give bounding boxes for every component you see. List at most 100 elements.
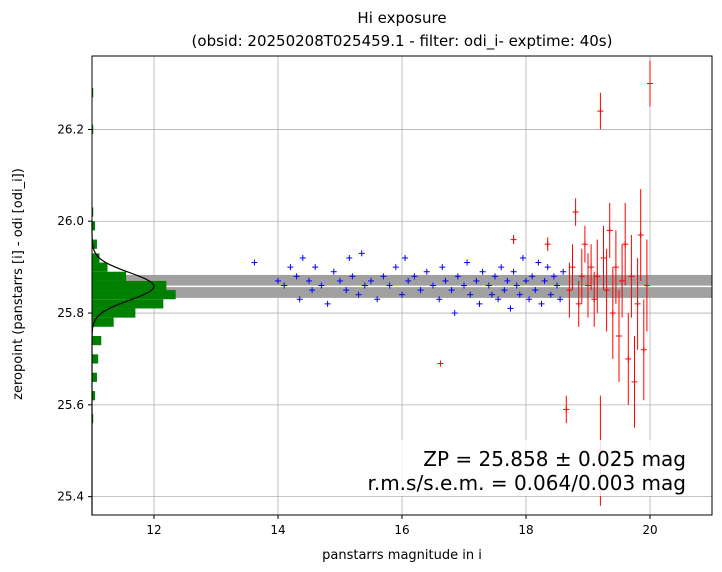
faint-star-point <box>609 267 616 359</box>
star-point <box>337 277 343 284</box>
faint-star-point <box>619 244 626 318</box>
faint-star-point <box>585 253 591 318</box>
star-point <box>324 300 331 307</box>
star-point <box>513 282 520 289</box>
plot-area: 12 14 16 18 20 25.4 25.6 25.8 26.0 26.2 <box>57 55 713 537</box>
faint-star-point <box>578 248 585 304</box>
histogram-bar <box>92 290 176 300</box>
star-point <box>355 291 362 298</box>
star-point <box>392 264 399 271</box>
faint-star-point <box>594 239 601 314</box>
faint-star-point <box>510 235 517 245</box>
star-point <box>368 277 374 284</box>
star-point <box>380 273 387 280</box>
star-point <box>510 268 517 275</box>
x-tick-label: 14 <box>270 523 285 537</box>
faint-star-point <box>647 60 653 107</box>
star-point <box>492 273 498 280</box>
faint-star-point <box>437 360 444 367</box>
star-point <box>516 291 523 298</box>
y-tick-label: 25.6 <box>57 398 84 412</box>
star-point <box>519 254 526 261</box>
star-point <box>423 268 430 275</box>
faint-star-point <box>591 271 598 327</box>
faint-star-point <box>628 235 635 318</box>
histogram-bar <box>92 299 164 309</box>
star-point <box>296 296 303 303</box>
star-point <box>498 264 505 271</box>
faint-star-point <box>606 202 613 258</box>
star-point <box>461 282 467 289</box>
histogram-bar <box>92 335 102 346</box>
star-point <box>442 277 449 284</box>
annotation-box <box>340 440 692 496</box>
star-point <box>523 277 529 284</box>
faint-star-point <box>637 189 644 281</box>
star-point <box>386 282 393 289</box>
x-tick-label: 12 <box>146 523 161 537</box>
histogram-bar <box>92 414 94 424</box>
annotation-line2: r.m.s/s.e.m. = 0.064/0.003 mag <box>367 471 686 495</box>
faint-star-point <box>544 237 551 252</box>
star-point <box>439 264 446 271</box>
faint-star-point <box>603 248 610 332</box>
star-point <box>547 291 554 298</box>
x-tick-label: 18 <box>518 523 533 537</box>
y-tick-label: 26.2 <box>57 122 84 136</box>
faint-star-point <box>588 244 595 291</box>
faint-star-point <box>631 335 638 428</box>
faint-star-point <box>566 262 573 318</box>
star-point <box>312 264 319 271</box>
faint-star-point <box>575 280 582 327</box>
y-tick-label: 25.4 <box>57 490 84 504</box>
star-point <box>251 259 258 266</box>
star-point <box>529 273 536 280</box>
faint-star-point <box>563 395 570 424</box>
histogram-bar <box>92 280 167 291</box>
star-point <box>451 310 458 317</box>
chart-subtitle: (obsid: 20250208T025459.1 - filter: odi_… <box>192 32 613 51</box>
faint-star-point <box>622 202 629 286</box>
histogram-bar <box>92 124 94 135</box>
histogram-bar <box>92 221 96 231</box>
histogram-bar <box>92 372 97 382</box>
star-point <box>454 273 461 280</box>
histogram-bar <box>92 253 100 263</box>
star-point <box>343 287 350 294</box>
star-point <box>275 277 281 284</box>
star-point <box>560 268 567 275</box>
histogram-bar <box>92 207 94 217</box>
star-point <box>476 300 483 307</box>
star-point <box>538 300 545 307</box>
star-point <box>358 250 365 257</box>
star-point <box>488 291 495 298</box>
faint-star-point <box>569 244 576 291</box>
star-point <box>374 296 381 303</box>
star-point <box>318 282 325 289</box>
y-tick-label: 25.8 <box>57 306 84 320</box>
star-point <box>507 305 514 312</box>
star-point <box>281 282 288 289</box>
star-point <box>550 273 557 280</box>
x-tick-label: 16 <box>394 523 409 537</box>
histogram-bar <box>92 88 94 98</box>
zeropoint-annotation: ZP = 25.858 ± 0.025 mag r.m.s/s.e.m. = 0… <box>340 440 692 496</box>
star-point <box>526 296 533 303</box>
star-point <box>473 277 480 284</box>
star-point <box>417 287 424 294</box>
star-point <box>532 287 539 294</box>
star-point <box>436 296 443 303</box>
star-point <box>399 291 405 298</box>
star-point <box>402 254 409 261</box>
star-point <box>411 273 418 280</box>
star-point <box>554 282 560 289</box>
histogram-bar <box>92 391 96 401</box>
faint-star-point <box>597 92 604 130</box>
faint-star-point <box>600 225 607 291</box>
annotation-line1: ZP = 25.858 ± 0.025 mag <box>423 447 686 471</box>
chart-title: Hi exposure <box>357 9 446 27</box>
histogram-bar <box>92 317 114 327</box>
star-point <box>299 254 306 261</box>
star-point <box>485 282 492 289</box>
